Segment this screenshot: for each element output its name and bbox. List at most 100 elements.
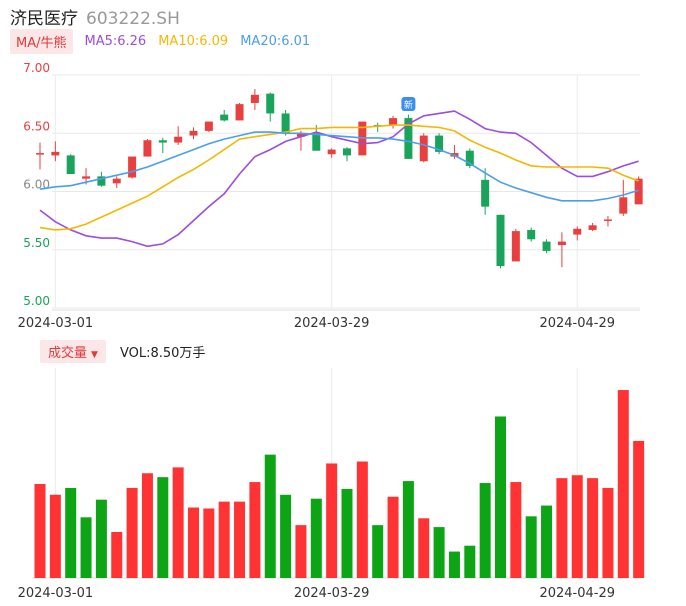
candle-body <box>204 121 213 131</box>
volume-value: VOL:8.50万手 <box>119 345 206 361</box>
volume-bar <box>65 487 77 578</box>
candle-body <box>573 228 582 235</box>
volume-bar <box>34 484 46 578</box>
volume-x-tick-label: 2024-03-01 <box>18 586 94 601</box>
volume-bar <box>387 496 399 578</box>
stock-code: 603222.SH <box>86 9 180 29</box>
volume-bar <box>341 488 353 578</box>
new-badge-label: 新 <box>404 99 413 111</box>
candle-body <box>435 135 444 152</box>
volume-bar <box>556 478 568 578</box>
ma20-legend: MA20:6.01 <box>240 33 311 49</box>
volume-bar <box>602 487 614 578</box>
candle-body <box>588 225 597 230</box>
ma-indicator-bar: MA/牛熊 MA5:6.26 MA10:6.09 MA20:6.01 <box>10 28 311 54</box>
y-tick-label: 6.00 <box>23 178 50 192</box>
ma-line-ma20 <box>39 131 639 202</box>
y-tick-label: 7.00 <box>23 61 50 75</box>
volume-bar <box>310 498 322 578</box>
volume-indicator-selector[interactable]: 成交量 ▼ <box>40 339 106 363</box>
ma-indicator-selector[interactable]: MA/牛熊 <box>10 28 73 54</box>
candle-body <box>250 94 259 103</box>
candle-body <box>235 104 244 121</box>
volume-bar <box>372 525 384 578</box>
candle-body <box>511 231 520 262</box>
candle-body <box>82 176 91 179</box>
volume-bar <box>541 505 553 578</box>
volume-x-tick-label: 2024-03-29 <box>294 586 370 601</box>
ma10-legend: MA10:6.09 <box>158 33 229 49</box>
candles <box>36 88 643 269</box>
volume-bar <box>95 499 107 578</box>
candle-body <box>343 148 351 156</box>
volume-x-tick-label: 2024-04-29 <box>539 586 615 601</box>
volume-bar <box>111 531 123 578</box>
volume-indicator-bar: 成交量 ▼ VOL:8.50万手 <box>40 339 206 363</box>
candle-body <box>404 118 413 159</box>
candle-body <box>527 229 536 240</box>
candle-body <box>465 150 474 166</box>
candle-body <box>281 113 290 134</box>
volume-bar <box>418 518 430 578</box>
volume-bar <box>510 482 522 578</box>
candle-body <box>36 153 44 155</box>
candle-body <box>174 136 183 143</box>
new-badge-icon <box>401 97 416 111</box>
dropdown-arrow-icon: ▼ <box>91 349 98 360</box>
volume-bar <box>448 551 460 578</box>
volume-bar <box>141 473 153 578</box>
volume-bar <box>495 416 506 578</box>
stock-name: 济民医疗 <box>10 9 78 29</box>
volume-bar <box>264 454 276 578</box>
volume-bar <box>126 487 138 578</box>
volume-bar <box>295 525 307 578</box>
volume-bar <box>80 517 92 578</box>
candle-body <box>603 219 612 221</box>
volume-bar <box>280 494 292 578</box>
volume-bar <box>157 477 169 578</box>
candle-body <box>389 118 398 126</box>
volume-bar <box>188 507 199 578</box>
candle-body <box>327 149 336 155</box>
candle-body <box>619 197 628 214</box>
candle-body <box>112 178 121 184</box>
ma-lines <box>39 110 639 248</box>
volume-bar <box>249 482 261 578</box>
volume-selector-label: 成交量 <box>48 345 88 361</box>
stock-header: 济民医疗 603222.SH <box>10 4 180 29</box>
candle-body <box>66 155 75 175</box>
candle-body <box>51 151 60 156</box>
ma5-legend: MA5:6.26 <box>84 33 147 49</box>
candle-body <box>143 140 152 157</box>
candle-body <box>634 178 643 205</box>
x-tick-label: 2024-03-29 <box>294 316 370 331</box>
volume-bar <box>479 483 491 578</box>
volume-bar <box>464 545 476 578</box>
volume-bar <box>203 508 215 578</box>
candle-body <box>296 133 305 137</box>
x-tick-label: 2024-04-29 <box>539 316 615 331</box>
volume-bar <box>356 461 368 578</box>
candle-body <box>97 176 106 186</box>
volume-bars <box>34 390 645 578</box>
candle-body <box>419 135 428 162</box>
y-tick-label: 5.00 <box>23 294 50 308</box>
volume-bar <box>326 463 338 578</box>
candle-body <box>312 133 321 151</box>
candle-body <box>542 241 551 251</box>
volume-bar <box>218 501 230 578</box>
candle-body <box>496 214 505 267</box>
volume-bar <box>617 390 629 578</box>
volume-bar <box>49 494 61 578</box>
candle-body <box>189 130 198 136</box>
ma-line-ma10 <box>39 124 639 231</box>
y-tick-label: 5.50 <box>23 236 50 250</box>
candle-body <box>266 93 275 114</box>
volume-bar <box>433 527 445 578</box>
volume-bar <box>402 481 414 578</box>
volume-bar <box>633 440 645 578</box>
volume-bar <box>234 501 246 578</box>
y-tick-label: 6.50 <box>23 119 50 133</box>
volume-bar <box>587 478 599 578</box>
